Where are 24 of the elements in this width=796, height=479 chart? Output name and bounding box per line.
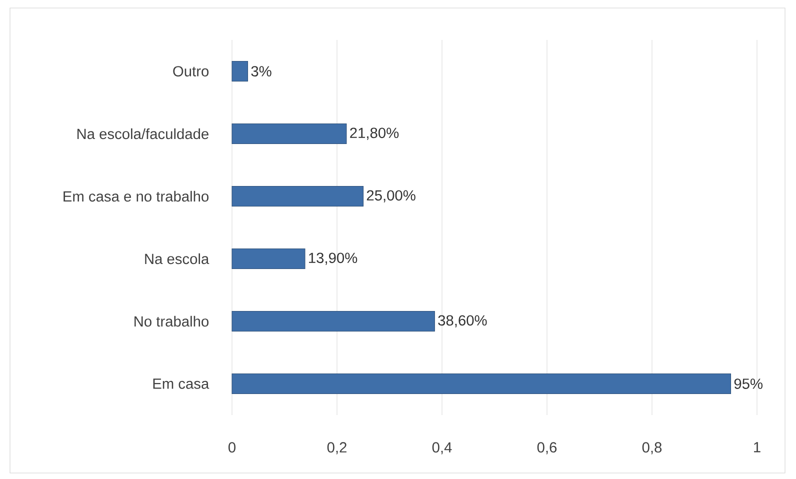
- data-label: 25,00%: [366, 190, 416, 202]
- x-tick-label: 0,4: [432, 442, 452, 454]
- x-tick-label: 0,8: [642, 442, 662, 454]
- y-tick-label: Outro: [173, 66, 209, 76]
- data-label: 21,80%: [350, 128, 399, 140]
- y-tick-label: Em casa: [153, 378, 210, 389]
- y-tick-label: No trabalho: [134, 316, 208, 327]
- data-label: 13,90%: [309, 252, 358, 265]
- x-tick-label: 0,6: [537, 442, 557, 454]
- bar: [232, 310, 435, 332]
- x-tick-label: 1: [754, 442, 760, 452]
- x-tick-label: 0: [228, 442, 236, 453]
- bar: [232, 248, 306, 270]
- y-tick-label: Na escola: [145, 253, 210, 264]
- data-label: 38,60%: [438, 315, 487, 328]
- data-label: 95%: [734, 378, 762, 389]
- bar: [232, 123, 347, 144]
- y-tick-label: Na escola/faculdade: [77, 128, 208, 140]
- bar: [232, 373, 732, 394]
- bar: [232, 60, 248, 82]
- y-tick-label: Em casa e no trabalho: [64, 190, 208, 202]
- x-tick-label: 0,2: [327, 442, 346, 454]
- bar: [232, 186, 364, 207]
- data-label: 3%: [251, 66, 272, 76]
